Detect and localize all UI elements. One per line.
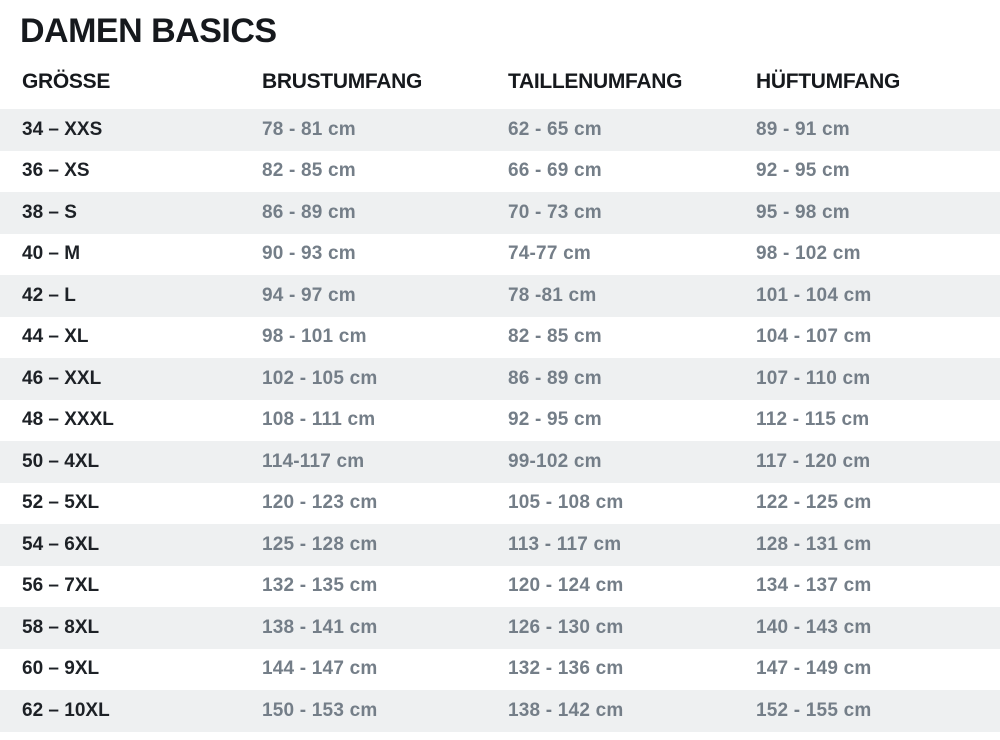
waist-cell: 99-102 cm	[508, 450, 602, 472]
hip-cell: 147 - 149 cm	[756, 658, 872, 680]
table-row: 36 – XS 82 - 85 cm 66 - 69 cm 92 - 95 cm	[0, 150, 1000, 192]
size-cell: 58 – 8XL	[22, 616, 100, 638]
waist-cell: 120 - 124 cm	[508, 575, 624, 597]
hip-cell: 101 - 104 cm	[756, 284, 872, 306]
chest-cell: 108 - 111 cm	[262, 409, 376, 431]
size-cell: 50 – 4XL	[22, 450, 100, 472]
table-row: 56 – 7XL 132 - 135 cm 120 - 124 cm 134 -…	[0, 565, 1000, 607]
size-cell: 34 – XXS	[22, 118, 103, 140]
waist-cell: 113 - 117 cm	[508, 533, 622, 555]
waist-cell: 66 - 69 cm	[508, 160, 602, 182]
waist-cell: 105 - 108 cm	[508, 492, 624, 514]
size-cell: 54 – 6XL	[22, 533, 100, 555]
waist-cell: 74-77 cm	[508, 243, 591, 265]
hip-cell: 92 - 95 cm	[756, 160, 850, 182]
size-cell: 62 – 10XL	[22, 699, 110, 721]
chest-cell: 138 - 141 cm	[262, 616, 378, 638]
size-cell: 40 – M	[22, 243, 81, 265]
hip-cell: 128 - 131 cm	[756, 533, 872, 555]
hip-cell: 152 - 155 cm	[756, 699, 872, 721]
waist-cell: 86 - 89 cm	[508, 367, 602, 389]
chest-cell: 86 - 89 cm	[262, 201, 356, 223]
chest-cell: 144 - 147 cm	[262, 658, 378, 680]
hip-cell: 117 - 120 cm	[756, 450, 871, 472]
column-header-hueftumfang: HÜFTUMFANG	[756, 70, 900, 93]
size-cell: 46 – XXL	[22, 367, 102, 389]
table-row: 38 – S 86 - 89 cm 70 - 73 cm 95 - 98 cm	[0, 192, 1000, 234]
table-row: 62 – 10XL 150 - 153 cm 138 - 142 cm 152 …	[0, 690, 1000, 732]
table-row: 58 – 8XL 138 - 141 cm 126 - 130 cm 140 -…	[0, 607, 1000, 649]
hip-cell: 112 - 115 cm	[756, 409, 870, 431]
chest-cell: 120 - 123 cm	[262, 492, 378, 514]
table-row: 50 – 4XL 114-117 cm 99-102 cm 117 - 120 …	[0, 441, 1000, 483]
waist-cell: 138 - 142 cm	[508, 699, 624, 721]
hip-cell: 107 - 110 cm	[756, 367, 871, 389]
size-cell: 60 – 9XL	[22, 658, 100, 680]
table-row: 40 – M 90 - 93 cm 74-77 cm 98 - 102 cm	[0, 233, 1000, 275]
chest-cell: 82 - 85 cm	[262, 160, 356, 182]
chest-cell: 125 - 128 cm	[262, 533, 378, 555]
chest-cell: 114-117 cm	[262, 450, 365, 472]
hip-cell: 140 - 143 cm	[756, 616, 872, 638]
chest-cell: 98 - 101 cm	[262, 326, 367, 348]
table-row: 60 – 9XL 144 - 147 cm 132 - 136 cm 147 -…	[0, 648, 1000, 690]
hip-cell: 122 - 125 cm	[756, 492, 872, 514]
size-cell: 52 – 5XL	[22, 492, 100, 514]
hip-cell: 98 - 102 cm	[756, 243, 861, 265]
column-header-brustumfang: BRUSTUMFANG	[262, 70, 423, 93]
waist-cell: 92 - 95 cm	[508, 409, 602, 431]
table-row: 52 – 5XL 120 - 123 cm 105 - 108 cm 122 -…	[0, 482, 1000, 524]
waist-cell: 82 - 85 cm	[508, 326, 602, 348]
size-cell: 44 – XL	[22, 326, 89, 348]
waist-cell: 132 - 136 cm	[508, 658, 624, 680]
size-cell: 56 – 7XL	[22, 575, 100, 597]
table-row: 42 – L 94 - 97 cm 78 -81 cm 101 - 104 cm	[0, 275, 1000, 317]
chest-cell: 94 - 97 cm	[262, 284, 356, 306]
waist-cell: 62 - 65 cm	[508, 118, 602, 140]
chest-cell: 132 - 135 cm	[262, 575, 378, 597]
table-row: 54 – 6XL 125 - 128 cm 113 - 117 cm 128 -…	[0, 524, 1000, 566]
size-cell: 36 – XS	[22, 160, 90, 182]
chest-cell: 150 - 153 cm	[262, 699, 378, 721]
waist-cell: 70 - 73 cm	[508, 201, 602, 223]
table-row: 44 – XL 98 - 101 cm 82 - 85 cm 104 - 107…	[0, 316, 1000, 358]
table-row: 48 – XXXL 108 - 111 cm 92 - 95 cm 112 - …	[0, 399, 1000, 441]
waist-cell: 126 - 130 cm	[508, 616, 624, 638]
chest-cell: 78 - 81 cm	[262, 118, 356, 140]
column-header-taillenumfang: TAILLENUMFANG	[508, 70, 683, 93]
size-table-body: 34 – XXS 78 - 81 cm 62 - 65 cm 89 - 91 c…	[0, 109, 1000, 732]
waist-cell: 78 -81 cm	[508, 284, 597, 306]
hip-cell: 95 - 98 cm	[756, 201, 850, 223]
size-table-header: GRÖSSE BRUSTUMFANG TAILLENUMFANG HÜFTUMF…	[0, 70, 1000, 94]
page-title: DAMEN BASICS	[20, 12, 277, 50]
size-cell: 48 – XXXL	[22, 409, 114, 431]
hip-cell: 134 - 137 cm	[756, 575, 872, 597]
table-row: 34 – XXS 78 - 81 cm 62 - 65 cm 89 - 91 c…	[0, 109, 1000, 151]
hip-cell: 104 - 107 cm	[756, 326, 872, 348]
size-cell: 38 – S	[22, 201, 77, 223]
column-header-groesse: GRÖSSE	[22, 70, 111, 93]
hip-cell: 89 - 91 cm	[756, 118, 850, 140]
chest-cell: 102 - 105 cm	[262, 367, 378, 389]
size-cell: 42 – L	[22, 284, 76, 306]
table-row: 46 – XXL 102 - 105 cm 86 - 89 cm 107 - 1…	[0, 358, 1000, 400]
chest-cell: 90 - 93 cm	[262, 243, 356, 265]
